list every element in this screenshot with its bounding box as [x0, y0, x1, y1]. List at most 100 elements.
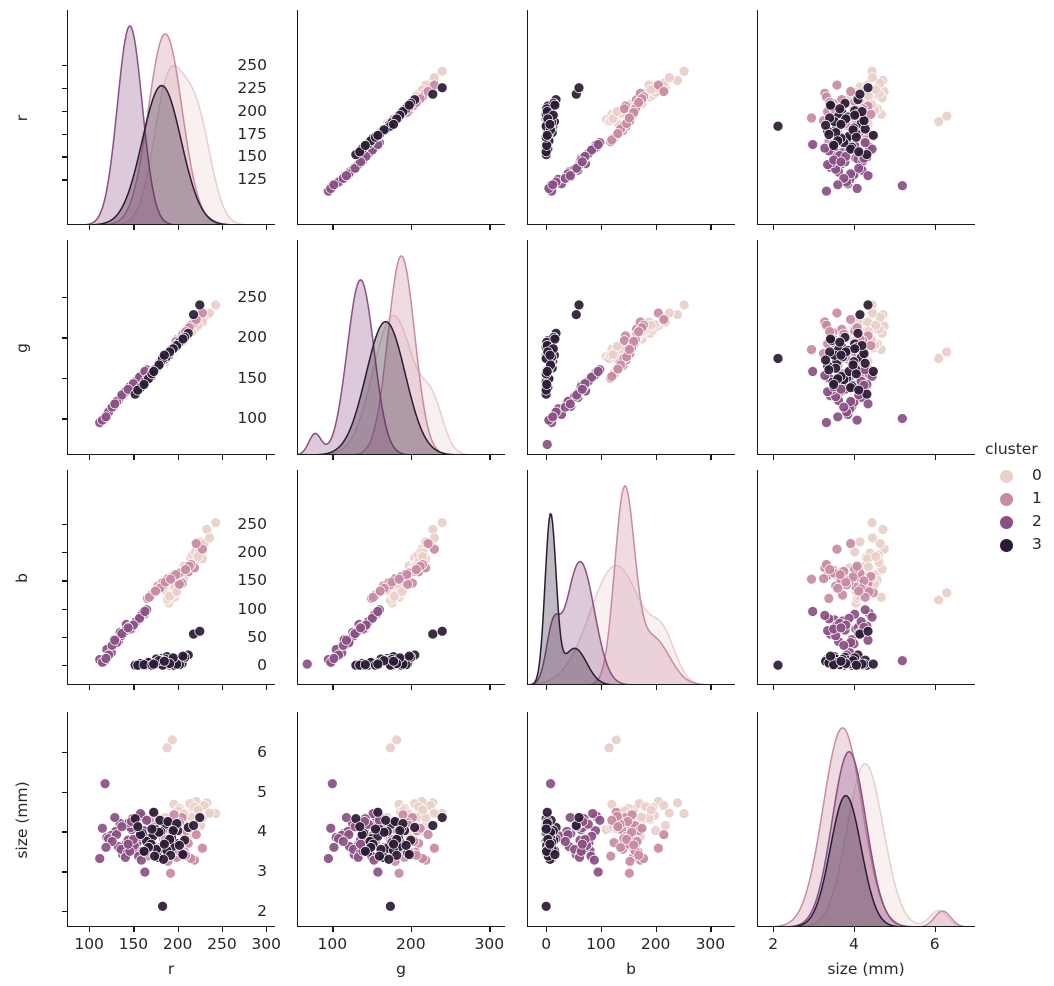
scatter-plot — [772, 65, 953, 197]
x-tick — [934, 455, 936, 460]
x-tick-label: 100 — [74, 935, 104, 953]
x-tick — [853, 455, 856, 460]
x-tick — [773, 455, 775, 460]
y-tick — [62, 179, 67, 181]
y-tick — [62, 831, 67, 833]
x-tick — [600, 927, 603, 932]
axis-spine-left — [527, 240, 529, 455]
y-tick — [62, 337, 67, 339]
y-tick — [62, 87, 67, 90]
axis-spine-left — [67, 712, 69, 927]
x-tick — [600, 455, 603, 460]
x-tick — [655, 225, 657, 230]
scatter-plot — [323, 734, 448, 912]
x-tick — [710, 927, 712, 932]
x-tick — [489, 225, 491, 230]
axis-spine-left — [67, 10, 69, 225]
x-tick — [489, 927, 491, 932]
x-axis-label-r: r — [167, 960, 175, 978]
legend-label-2: 2 — [1032, 512, 1042, 530]
legend-item-1[interactable]: 1 — [985, 489, 1054, 511]
y-tick-label: 150 — [237, 368, 267, 387]
x-tick — [133, 685, 135, 690]
x-tick-label: 150 — [118, 935, 149, 953]
axis-spine-left — [757, 712, 759, 927]
legend-label-0: 0 — [1032, 466, 1042, 484]
panel-canvas — [67, 10, 275, 225]
x-tick — [710, 455, 712, 460]
scatter-plot — [301, 517, 448, 671]
x-tick — [221, 927, 224, 932]
panel-canvas — [527, 712, 735, 927]
x-tick-label: 200 — [162, 935, 193, 953]
x-tick-label: 300 — [695, 935, 726, 953]
legend-label-1: 1 — [1032, 489, 1042, 507]
x-tick — [410, 685, 413, 690]
x-tick — [332, 685, 334, 690]
y-tick — [62, 911, 67, 913]
axis-spine-bottom — [67, 683, 275, 685]
scatter-plot — [540, 734, 690, 912]
x-tick — [600, 225, 603, 230]
x-tick — [177, 455, 179, 460]
x-tick-label: 2 — [768, 935, 779, 953]
panel-canvas — [757, 240, 975, 455]
axis-spine-left — [757, 470, 759, 685]
panel-canvas — [297, 470, 505, 685]
y-tick — [62, 751, 67, 754]
scatter-plot — [772, 517, 953, 671]
x-tick — [177, 685, 179, 690]
y-tick — [62, 296, 67, 299]
x-tick — [221, 685, 224, 690]
y-axis-label-g: g — [13, 342, 31, 353]
panel-canvas — [67, 470, 275, 685]
x-tick-label: 4 — [848, 935, 859, 953]
axis-spine-bottom — [67, 925, 275, 927]
x-tick — [133, 455, 135, 460]
axis-spine-bottom — [527, 683, 735, 685]
x-tick — [89, 455, 91, 460]
y-tick-label: 2 — [257, 902, 267, 921]
x-tick-label: 0 — [541, 935, 552, 953]
x-tick — [266, 927, 268, 932]
panel-r-g: 100 150 200 250 — [62, 240, 275, 460]
scatter-plot — [540, 65, 690, 197]
x-tick-label: 300 — [251, 935, 281, 953]
legend-title: cluster — [985, 440, 1038, 458]
legend-item-0[interactable]: 0 — [985, 466, 1054, 488]
x-tick — [546, 455, 548, 460]
x-tick — [133, 927, 135, 932]
axis-spine-left — [757, 10, 759, 225]
scatter-plot — [94, 734, 222, 912]
legend-item-2[interactable]: 2 — [985, 512, 1054, 534]
y-tick-label: 5 — [257, 782, 267, 801]
panel-canvas — [297, 240, 505, 455]
axis-spine-bottom — [527, 223, 735, 225]
y-tick — [62, 418, 67, 420]
x-tick — [177, 927, 179, 932]
x-tick — [934, 927, 936, 932]
x-tick — [710, 685, 712, 690]
y-tick — [62, 608, 67, 610]
y-tick-label: 4 — [257, 822, 267, 841]
x-tick — [773, 225, 775, 230]
y-tick — [62, 523, 67, 526]
y-tick — [62, 64, 67, 67]
panel-canvas — [297, 10, 505, 225]
x-tick — [266, 685, 268, 690]
axis-spine-bottom — [67, 453, 275, 455]
x-tick — [853, 927, 856, 932]
x-tick — [177, 225, 179, 230]
x-tick — [934, 685, 936, 690]
x-tick — [133, 225, 135, 230]
legend-item-3[interactable]: 3 — [985, 535, 1054, 557]
x-tick-label: 6 — [929, 935, 940, 953]
panel-canvas — [527, 240, 735, 455]
y-tick-label: 225 — [237, 78, 267, 97]
panel-r-b: 0 50 100 150 200 250 — [62, 470, 275, 690]
axis-spine-bottom — [757, 223, 975, 225]
panel-canvas — [757, 470, 975, 685]
panel-b-b — [527, 470, 735, 690]
axis-spine-bottom — [757, 453, 975, 455]
